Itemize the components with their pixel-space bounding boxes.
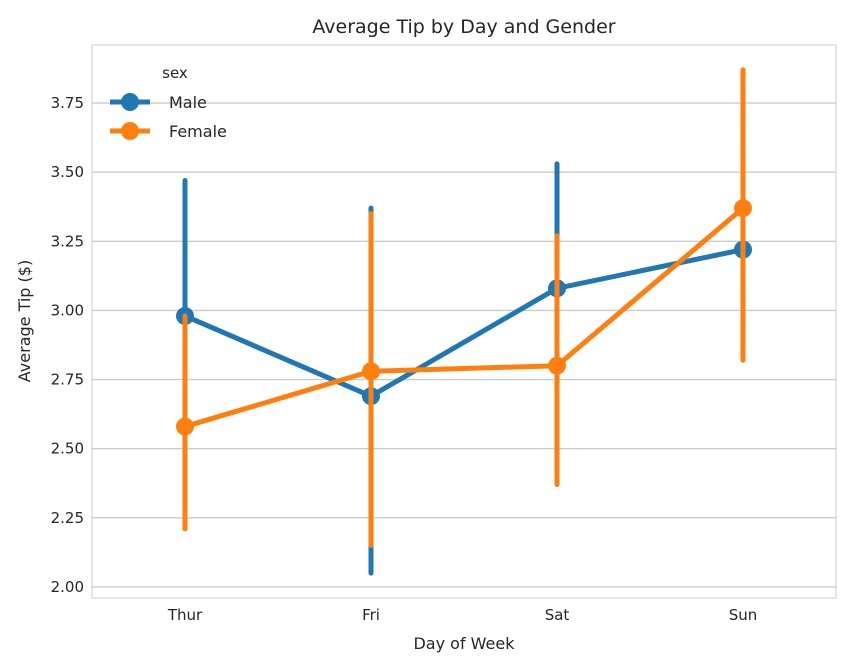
y-tick-label: 3.25 xyxy=(51,232,84,250)
data-point xyxy=(176,417,194,436)
chart-title: Average Tip by Day and Gender xyxy=(312,16,615,38)
y-tick-label: 3.00 xyxy=(51,301,84,319)
x-tick-label: Fri xyxy=(362,606,380,624)
x-tick-label: Thur xyxy=(167,606,203,624)
legend-label: Male xyxy=(169,93,207,112)
y-tick-label: 3.75 xyxy=(51,94,84,112)
series-line xyxy=(184,206,745,429)
y-tick-label: 2.75 xyxy=(51,371,84,389)
plot-area xyxy=(91,44,837,599)
y-tick-label: 2.50 xyxy=(51,440,84,458)
y-axis-label: Average Tip ($) xyxy=(15,260,34,382)
y-tick-label: 3.50 xyxy=(51,163,84,181)
data-point xyxy=(548,356,566,375)
grid xyxy=(92,102,836,588)
data-point xyxy=(362,362,380,381)
data-point xyxy=(734,199,752,218)
x-tick-labels: Thur Fri Sat Sun xyxy=(167,606,757,624)
legend-marker xyxy=(121,93,139,111)
legend-title: sex xyxy=(162,64,188,82)
legend: sex Male Female xyxy=(110,64,227,141)
y-tick-labels: 2.00 2.25 2.50 2.75 3.00 3.25 3.50 3.75 xyxy=(51,94,84,596)
x-tick-label: Sun xyxy=(729,606,758,624)
series-layer xyxy=(176,67,752,576)
legend-label: Female xyxy=(169,122,227,141)
legend-marker xyxy=(121,122,139,140)
y-tick-label: 2.25 xyxy=(51,509,84,527)
x-axis-label: Day of Week xyxy=(413,634,515,653)
y-tick-label: 2.00 xyxy=(51,578,84,596)
series-female xyxy=(176,67,752,548)
series-line xyxy=(184,247,744,399)
x-tick-label: Sat xyxy=(545,606,570,624)
